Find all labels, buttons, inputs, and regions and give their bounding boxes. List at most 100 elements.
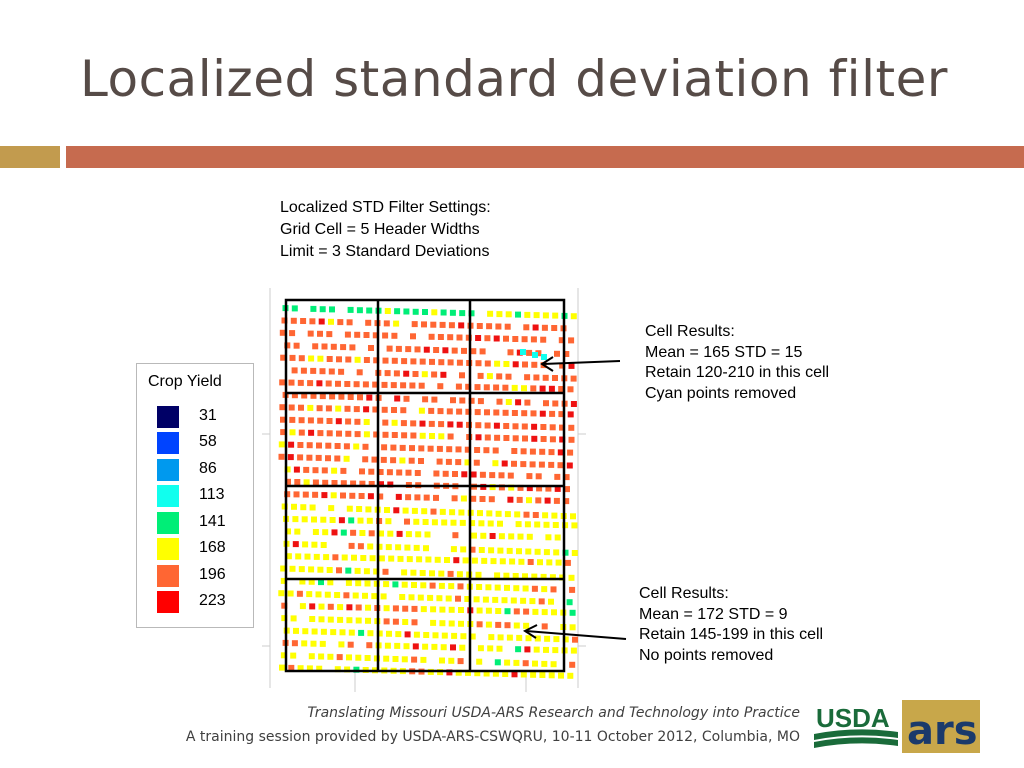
yield-point: [416, 556, 423, 563]
yield-point: [418, 445, 425, 452]
yield-point: [544, 635, 551, 642]
yield-point: [393, 507, 400, 514]
yield-point: [496, 398, 503, 405]
yield-point: [459, 397, 466, 404]
yield-point: [430, 606, 437, 613]
yield-point: [507, 472, 514, 479]
yield-point: [385, 544, 392, 551]
yield-point: [280, 416, 286, 423]
yield-point: [421, 321, 427, 328]
yield-point: [458, 322, 465, 329]
legend-item: 86: [157, 457, 247, 481]
yield-point: [474, 409, 481, 416]
yield-point: [311, 516, 317, 523]
yield-point: [503, 572, 510, 579]
yield-point: [412, 371, 419, 377]
yield-point: [468, 397, 475, 404]
yield-point: [570, 375, 577, 382]
yield-point: [530, 671, 537, 678]
yield-point: [289, 330, 296, 337]
yield-point: [363, 568, 370, 575]
yield-point: [362, 443, 369, 450]
ars-logo-bg: [902, 700, 980, 753]
yield-point: [554, 473, 561, 480]
yield-point: [541, 586, 548, 593]
yield-point: [326, 418, 333, 424]
yield-point: [312, 491, 319, 498]
yield-point: [404, 631, 411, 638]
yield-point: [334, 455, 341, 462]
yield-point: [529, 448, 536, 455]
yield-point: [349, 492, 356, 499]
yield-point: [362, 456, 369, 463]
yield-point: [302, 628, 309, 635]
yield-point: [458, 509, 465, 516]
yield-point: [423, 346, 430, 353]
yield-point: [572, 636, 578, 643]
yield-point: [504, 511, 511, 518]
yield-point: [321, 343, 328, 350]
yield-point: [334, 592, 341, 598]
yield-point: [381, 381, 388, 388]
yield-point: [310, 367, 317, 374]
yield-point: [475, 571, 482, 578]
yield-point: [524, 374, 531, 381]
yield-point: [567, 411, 574, 418]
crop-yield-legend: Crop Yield 31 58 86 113 141 168 196 223: [136, 363, 254, 628]
yield-point: [410, 432, 417, 439]
yield-point: [382, 332, 389, 339]
yield-point: [457, 583, 464, 590]
yield-point: [448, 322, 455, 329]
yield-point: [524, 521, 531, 528]
yield-point: [427, 594, 434, 601]
yield-point: [390, 382, 397, 389]
yield-point: [364, 580, 371, 587]
yield-point: [347, 394, 354, 400]
yield-point: [455, 446, 462, 453]
yield-point: [483, 384, 490, 391]
legend-label: 58: [199, 433, 217, 450]
yield-point: [368, 481, 375, 487]
yield-point: [327, 579, 334, 586]
yield-point: [431, 396, 438, 403]
yield-point: [281, 615, 288, 622]
yield-point: [495, 323, 502, 330]
yield-point: [516, 548, 522, 555]
yield-point: [411, 582, 417, 588]
yield-point: [418, 407, 425, 414]
yield-point: [515, 521, 522, 528]
yield-point: [446, 408, 453, 415]
yield-point: [378, 530, 384, 537]
yield-point: [411, 321, 418, 328]
yield-point: [347, 306, 354, 313]
yield-point: [338, 393, 345, 400]
yield-point: [294, 528, 301, 535]
yield-point: [411, 507, 418, 514]
yield-point: [494, 584, 501, 591]
yield-point: [345, 579, 352, 586]
yield-point: [309, 616, 316, 622]
yield-point: [391, 332, 398, 339]
yield-point: [289, 429, 296, 436]
yield-point: [363, 431, 370, 438]
footer-program: Translating Missouri USDA-ARS Research a…: [307, 705, 800, 721]
yield-point: [497, 547, 504, 554]
yield-point: [459, 372, 465, 379]
yield-point: [354, 356, 361, 363]
yield-point: [292, 516, 299, 523]
yield-point: [524, 311, 531, 318]
yield-point: [392, 581, 399, 588]
yield-point: [501, 460, 508, 467]
settings-line: Grid Cell = 5 Header Widths: [280, 221, 480, 238]
yield-point: [558, 386, 565, 392]
yield-point: [321, 492, 328, 499]
yield-point: [380, 593, 387, 600]
yield-point: [306, 454, 313, 461]
yield-point: [540, 424, 547, 430]
yield-point: [390, 444, 397, 451]
yield-point: [522, 660, 529, 667]
yield-point: [436, 595, 443, 602]
yield-point: [382, 357, 389, 364]
yield-point: [541, 324, 548, 331]
yield-point: [376, 630, 383, 637]
